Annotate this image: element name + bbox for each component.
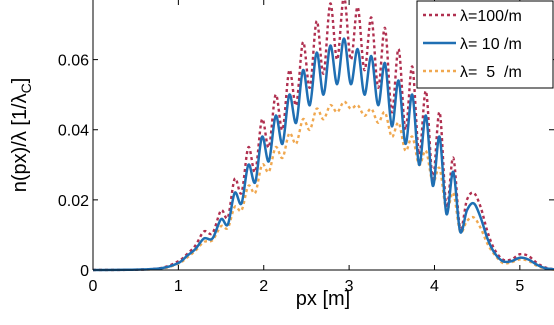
x-tick-label: 5: [515, 278, 524, 295]
y-tick-label: 0: [80, 263, 89, 280]
y-axis-label-main: n(px)/λ [1/λ: [9, 93, 31, 192]
series-layer: [92, 0, 554, 272]
axes-layer: [92, 0, 554, 271]
x-tick-label: 3: [345, 278, 354, 295]
x-axis-label: px [m]: [296, 288, 350, 310]
y-axis-label-subscript: C: [18, 83, 34, 93]
y-axis-label: n(px)/λ [1/λC]: [9, 78, 34, 193]
legend-box: [416, 0, 554, 89]
series-line-2: [92, 37, 554, 272]
legend: λ=100/m λ= 10 /m λ= 5 /m: [416, 0, 554, 89]
legend-label-2: λ= 10 /m: [460, 36, 522, 53]
y-tick-label: 0.04: [58, 123, 89, 140]
series-line-1: [92, 0, 554, 272]
x-tick-label: 0: [89, 278, 98, 295]
y-tick-label: 0.02: [58, 193, 89, 210]
x-tick-label: 4: [430, 278, 439, 295]
y-tick-label: 0.06: [58, 53, 89, 70]
series-line-3: [92, 100, 554, 272]
x-tick-label: 1: [174, 278, 183, 295]
legend-label-1: λ=100/m: [460, 8, 522, 25]
legend-label-3: λ= 5 /m: [460, 64, 522, 81]
y-axis-label-close: ]: [9, 78, 31, 84]
x-tick-label: 2: [259, 278, 268, 295]
legend-entries: λ=100/m λ= 10 /m λ= 5 /m: [423, 8, 522, 81]
ticks-layer: 0 1 2 3 4 5 0 0.02 0.04 0.06: [58, 0, 554, 295]
